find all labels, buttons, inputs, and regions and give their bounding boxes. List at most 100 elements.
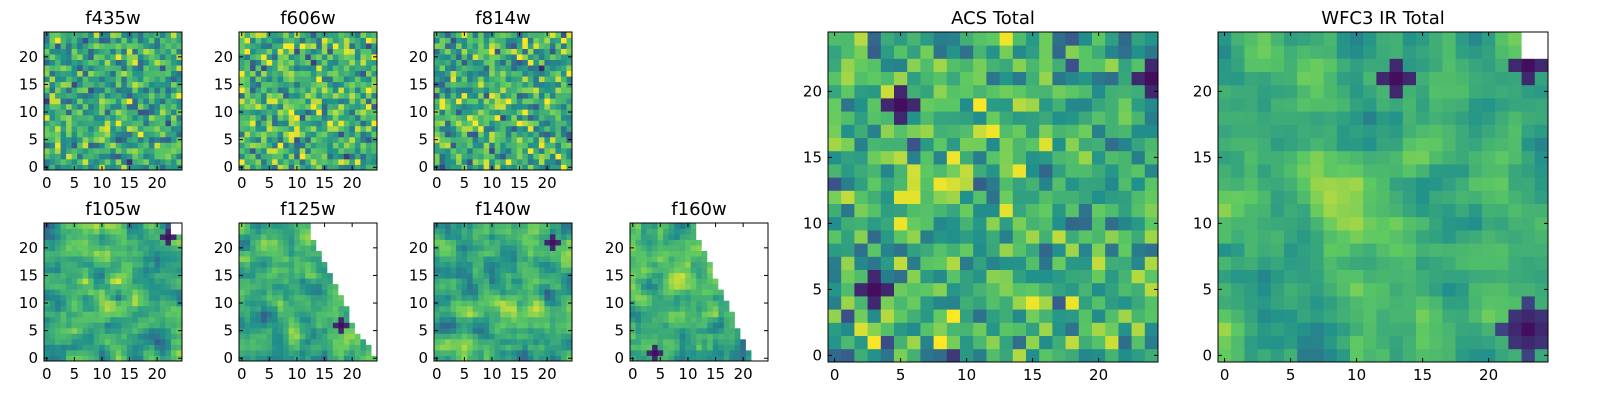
heatmap-cell [461,338,468,345]
heatmap-cell [283,98,290,105]
heatmap-cell [294,344,301,351]
heatmap-cell [549,76,556,83]
heatmap-cell [159,59,166,66]
heatmap-cell [986,322,1000,336]
heatmap-cell [272,344,279,351]
heatmap-cell [338,92,345,99]
heatmap-cell [44,87,50,94]
heatmap-cell [77,305,84,312]
heatmap-cell [360,114,367,121]
heatmap-cell [505,81,512,88]
heatmap-cell [126,261,133,268]
heatmap-cell [283,250,290,257]
heatmap-cell [494,272,501,279]
heatmap-cell [549,316,556,323]
heatmap-cell [327,239,334,246]
heatmap-cell [261,239,267,246]
heatmap-cell [555,131,562,138]
heatmap-cell [327,81,334,88]
heatmap-cell [663,338,670,345]
heatmap-cell [99,131,106,138]
heatmap-cell [71,322,78,329]
heatmap-cell [316,256,323,263]
heatmap-cell [55,54,61,60]
heatmap-cell [641,333,647,340]
heatmap-cell [527,103,534,110]
heatmap-cell [751,267,758,274]
heatmap-cell [450,333,457,340]
heatmap-cell [566,37,573,44]
heatmap-cell [104,256,111,263]
heatmap-cell [121,87,128,94]
heatmap-cell [159,327,166,334]
heatmap-cell [321,136,328,143]
heatmap-cell [99,103,106,110]
heatmap-cell [527,76,534,83]
heatmap-cell [294,300,301,307]
heatmap-cell [250,81,256,88]
heatmap-cell [170,92,177,99]
heatmap-cell [450,228,457,235]
heatmap-cell [505,70,512,77]
heatmap-cell [310,327,317,334]
heatmap-cell [478,267,485,274]
heatmap-cell [500,294,507,301]
heatmap-cell [77,333,84,340]
heatmap-cell [99,305,106,312]
heatmap-cell [679,278,686,285]
heatmap-cell [1092,335,1106,350]
heatmap-cell [511,333,518,340]
heatmap-cell [99,158,106,165]
heatmap-cell [283,294,290,301]
heatmap-cell [657,322,664,329]
heatmap-cell [115,103,122,110]
heatmap-cell [867,177,882,191]
heatmap-cell [137,142,144,149]
heatmap-cell [371,114,378,121]
heatmap-cell [126,311,133,318]
heatmap-cell [99,54,106,60]
heatmap-cell [110,109,117,116]
heatmap-cell [461,142,468,149]
heatmap-cell [327,65,334,72]
heatmap-cell [283,37,290,44]
heatmap-cell [299,283,306,290]
heatmap-cell [305,142,312,149]
heatmap-cell [255,305,262,312]
heatmap-cell [745,294,752,301]
heatmap-cell [137,316,144,323]
heatmap-cell [434,311,440,318]
heatmap-cell [71,109,78,116]
heatmap-cell [560,234,567,240]
heatmap-cell [332,261,339,268]
heatmap-cell [55,333,61,340]
heatmap-cell [321,245,328,251]
heatmap-cell [310,311,317,318]
heatmap-cell [261,278,267,285]
heatmap-cell [674,245,681,251]
heatmap-cell [478,103,485,110]
heatmap-cell [115,32,122,38]
heatmap-cell [533,59,540,66]
heatmap-cell [121,327,128,334]
heatmap-cell [165,103,172,110]
heatmap-cell [1105,335,1119,350]
heatmap-cell [1144,256,1159,270]
heatmap-cell [338,322,345,329]
heatmap-cell [828,335,842,350]
heatmap-cell [88,32,95,38]
heatmap-cell [516,256,523,263]
heatmap-cell [148,223,155,229]
heatmap-cell [946,177,961,191]
heatmap-cell [250,125,256,132]
heatmap-cell [489,261,496,268]
heatmap-cell [343,223,350,229]
heatmap-cell [467,32,474,38]
heatmap-cell [332,355,339,362]
heatmap-cell [707,228,714,235]
heatmap-cell [668,228,675,235]
heatmap-cell [250,153,256,160]
heatmap-cell [560,120,567,127]
heatmap-cell [549,333,556,340]
heatmap-cell [707,294,714,301]
